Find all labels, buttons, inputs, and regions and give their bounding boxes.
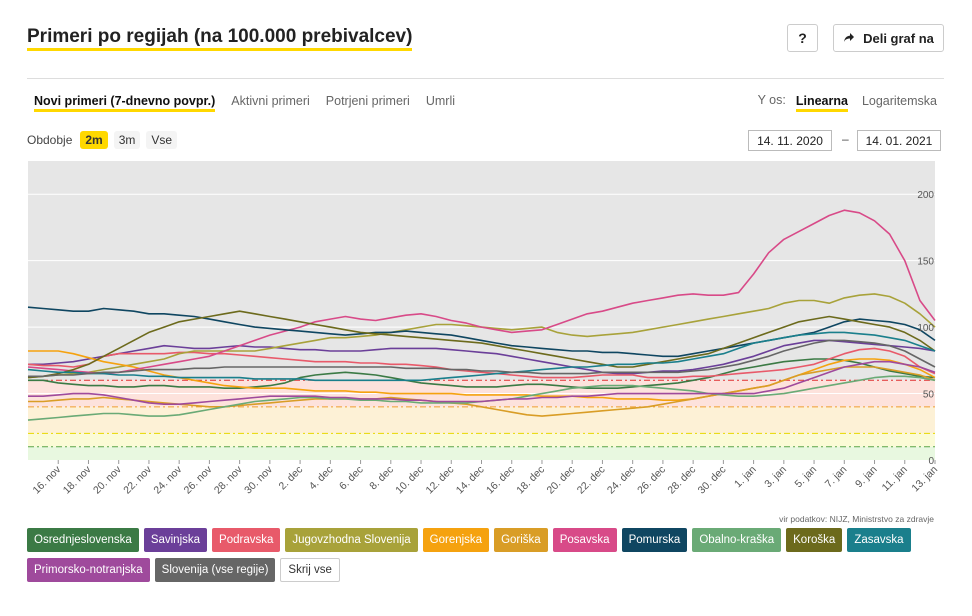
- data-source: vir podatkov: NIJZ, Ministrstvo za zdrav…: [779, 514, 934, 524]
- x-tick-label: 18. dec: [514, 464, 547, 497]
- series-line: [28, 358, 936, 389]
- legend-item[interactable]: Koroška: [786, 528, 843, 552]
- x-tick-label: 26. dec: [635, 464, 668, 497]
- x-tick-label: 24. dec: [605, 464, 638, 497]
- date-from-input[interactable]: 14. 11. 2020: [748, 130, 832, 151]
- period-selector: Obdobje 2m 3m Vse: [27, 131, 178, 149]
- x-tick-label: 12. dec: [424, 464, 457, 497]
- legend-item[interactable]: Primorsko-notranjska: [27, 558, 150, 582]
- x-tick-label: 13. jan: [909, 464, 940, 495]
- x-tick-label: 14. dec: [454, 464, 487, 497]
- series-legend: Osrednjeslovenska Savinjska Podravska Jugov…: [27, 528, 947, 582]
- date-range-separator: –: [842, 132, 849, 146]
- series-line: [28, 339, 936, 378]
- legend-item[interactable]: Jugovzhodna Slovenija: [285, 528, 418, 552]
- x-tick-label: 6. dec: [337, 464, 366, 493]
- tab-new-cases[interactable]: Novi primeri (7-dnevno povpr.): [34, 93, 216, 112]
- hide-all-button[interactable]: Skrij vse: [280, 558, 340, 582]
- x-tick-label: 1. jan: [732, 464, 759, 491]
- x-tick-label: 16. dec: [484, 464, 517, 497]
- legend-item[interactable]: Gorenjska: [422, 528, 490, 552]
- x-tick-label: 22. nov: [121, 463, 154, 496]
- share-button[interactable]: Deli graf na: [833, 24, 944, 52]
- x-tick-label: 5. jan: [793, 464, 820, 491]
- x-tick-label: 4. dec: [307, 464, 336, 493]
- x-tick-label: 8. dec: [367, 464, 396, 493]
- period-3m-button[interactable]: 3m: [113, 131, 141, 149]
- legend-item[interactable]: Obalno-kraška: [692, 528, 782, 552]
- series-line: [28, 360, 936, 405]
- legend-item[interactable]: Goriška: [494, 528, 548, 552]
- x-tick-label: 16. nov: [31, 463, 64, 496]
- x-tick-label: 2. dec: [277, 464, 306, 493]
- date-to-input[interactable]: 14. 01. 2021: [857, 130, 941, 151]
- page-title: Primeri po regijah (na 100.000 prebivalc…: [27, 26, 413, 51]
- y-axis-log-option[interactable]: Logaritemska: [861, 94, 937, 108]
- y-tick-label: 50: [923, 390, 935, 401]
- y-tick-label: 150: [917, 257, 934, 268]
- tab-deaths[interactable]: Umrli: [425, 94, 456, 108]
- period-2m-button[interactable]: 2m: [80, 131, 108, 149]
- legend-item[interactable]: Podravska: [212, 528, 281, 552]
- x-tick-label: 28. nov: [212, 463, 245, 496]
- tab-active-cases[interactable]: Aktivni primeri: [231, 94, 310, 108]
- divider: [27, 78, 944, 79]
- x-tick-label: 7. jan: [823, 464, 850, 491]
- x-tick-label: 26. nov: [182, 463, 215, 496]
- x-tick-label: 28. dec: [665, 464, 698, 497]
- legend-item[interactable]: Savinjska: [143, 528, 208, 552]
- series-line: [28, 339, 936, 375]
- y-tick-label: 200: [917, 190, 934, 201]
- x-tick-label: 24. nov: [151, 463, 184, 496]
- x-tick-label: 18. nov: [61, 463, 94, 496]
- risk-band: [28, 406, 935, 434]
- period-all-button[interactable]: Vse: [146, 131, 178, 149]
- y-tick-label: 0: [928, 456, 934, 467]
- legend-item[interactable]: Posavska: [552, 528, 617, 552]
- period-label: Obdobje: [27, 133, 73, 147]
- series-line: [27, 331, 936, 382]
- x-tick-label: 22. dec: [575, 464, 608, 497]
- x-tick-label: 30. nov: [242, 463, 275, 496]
- help-button[interactable]: ?: [787, 24, 818, 52]
- series-line: [27, 310, 936, 379]
- legend-item[interactable]: Zasavska: [847, 528, 911, 552]
- series-line: [27, 347, 936, 379]
- y-axis-label: Y os:: [757, 93, 786, 107]
- legend-item[interactable]: Slovenija (vse regije): [154, 558, 276, 582]
- x-tick-label: 30. dec: [696, 464, 729, 497]
- y-tick-label: 100: [917, 323, 934, 334]
- tab-confirmed-cases[interactable]: Potrjeni primeri: [325, 94, 410, 108]
- x-tick-label: 3. jan: [762, 464, 789, 491]
- metric-tabs: Novi primeri (7-dnevno povpr.) Aktivni p…: [34, 93, 455, 112]
- share-button-label: Deli graf na: [863, 30, 934, 46]
- risk-band: [28, 446, 935, 460]
- x-tick-label: 11. jan: [880, 464, 910, 494]
- legend-item[interactable]: Pomurska: [621, 528, 688, 552]
- x-tick-label: 20. dec: [544, 464, 577, 497]
- x-tick-label: 9. jan: [853, 464, 880, 491]
- x-tick-label: 20. nov: [91, 463, 124, 496]
- legend-item[interactable]: Osrednjeslovenska: [27, 528, 139, 552]
- series-line: [27, 209, 936, 375]
- share-icon: [844, 33, 855, 42]
- x-tick-label: 10. dec: [393, 464, 426, 497]
- y-axis-scale-selector: Y os: Linearna Logaritemska: [758, 93, 937, 112]
- risk-band: [28, 433, 935, 447]
- y-axis-linear-option[interactable]: Linearna: [795, 93, 848, 112]
